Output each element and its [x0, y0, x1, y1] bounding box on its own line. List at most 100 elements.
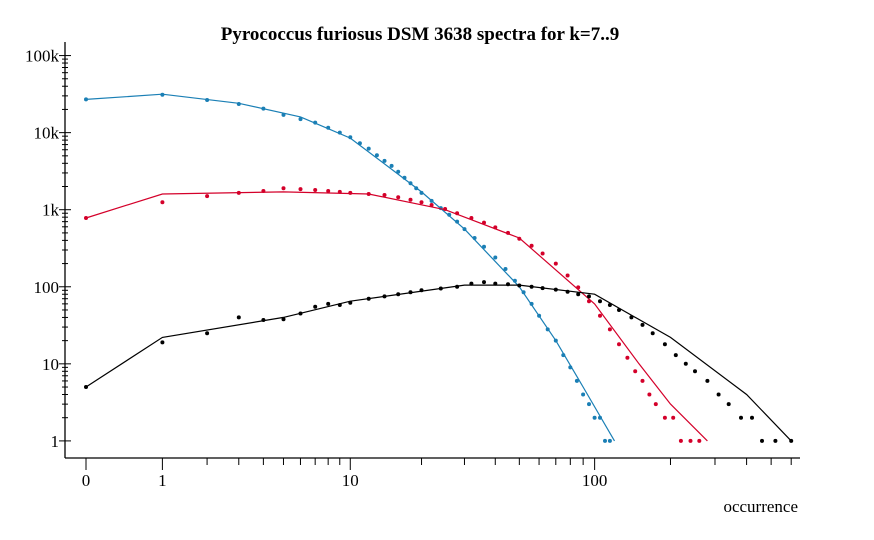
y-tick-label: 1k: [42, 201, 60, 220]
series-layer: [84, 92, 794, 443]
data-point: [313, 188, 318, 192]
y-tick-label: 10: [42, 355, 59, 374]
data-point: [493, 255, 498, 260]
data-point: [739, 415, 743, 420]
data-point: [366, 146, 371, 151]
data-point: [261, 106, 266, 111]
data-point: [662, 342, 667, 347]
data-point: [160, 200, 165, 205]
data-point: [726, 402, 731, 407]
data-point: [512, 278, 517, 283]
series-2: [84, 280, 794, 443]
data-point: [716, 392, 721, 397]
series-fit-line: [85, 93, 616, 442]
data-point: [326, 189, 331, 193]
data-point: [640, 378, 645, 383]
data-point: [493, 225, 498, 230]
data-point: [592, 415, 597, 420]
data-point: [683, 361, 688, 366]
data-point: [673, 353, 678, 358]
x-axis-label: occurrence: [723, 497, 798, 516]
data-point: [565, 273, 570, 278]
data-point: [506, 282, 510, 287]
data-point: [650, 331, 655, 336]
data-point: [568, 365, 573, 370]
data-point: [576, 285, 581, 290]
data-point: [281, 186, 286, 191]
data-point: [693, 369, 697, 374]
data-point: [653, 402, 658, 407]
data-point: [236, 190, 241, 195]
data-point: [561, 353, 566, 358]
data-point: [84, 385, 88, 389]
series-fit-line: [85, 284, 792, 442]
data-point: [205, 194, 210, 199]
data-point: [84, 97, 88, 102]
data-point: [647, 392, 652, 397]
data-point: [503, 267, 508, 271]
data-point: [581, 392, 586, 397]
data-point: [625, 355, 630, 360]
data-point: [607, 327, 612, 332]
data-point: [462, 227, 467, 232]
data-point: [447, 212, 452, 217]
data-point: [521, 290, 526, 295]
data-point: [603, 438, 607, 443]
data-point: [402, 175, 407, 180]
data-point: [469, 281, 474, 286]
data-point: [760, 438, 764, 443]
series-fit-line: [85, 191, 708, 442]
data-point: [281, 112, 286, 117]
data-point: [160, 340, 165, 345]
data-point: [540, 286, 545, 291]
data-point: [281, 317, 286, 322]
data-point: [348, 190, 353, 195]
data-point: [160, 92, 165, 97]
data-point: [374, 153, 379, 158]
series-1: [84, 186, 708, 443]
data-point: [529, 243, 534, 248]
data-point: [205, 98, 210, 102]
data-point: [529, 284, 534, 289]
data-point: [396, 195, 401, 200]
data-point: [382, 193, 387, 197]
data-point: [517, 283, 522, 288]
data-point: [574, 378, 579, 383]
data-point: [688, 438, 693, 443]
data-point: [472, 236, 477, 240]
data-point: [298, 117, 303, 122]
data-point: [419, 288, 424, 293]
data-point: [773, 438, 778, 443]
data-point: [348, 135, 353, 140]
data-point: [598, 313, 602, 318]
data-point: [408, 290, 413, 295]
data-point: [261, 318, 266, 322]
data-point: [662, 415, 667, 420]
data-point: [389, 163, 394, 168]
data-point: [348, 300, 353, 305]
data-point: [357, 141, 362, 146]
y-tick-label: 100: [34, 278, 60, 297]
data-point: [438, 286, 443, 291]
data-point: [84, 216, 88, 220]
data-point: [419, 200, 424, 205]
chart-title: Pyrococcus furiosus DSM 3638 spectra for…: [221, 24, 620, 45]
data-point: [587, 402, 591, 407]
data-point: [617, 308, 621, 312]
data-point: [493, 281, 498, 286]
data-point: [396, 292, 401, 297]
data-point: [789, 438, 794, 443]
data-point: [366, 192, 371, 196]
data-point: [313, 304, 318, 309]
x-tick-label: 100: [582, 471, 608, 490]
data-point: [705, 378, 710, 383]
y-tick-label: 100k: [25, 47, 60, 66]
data-point: [429, 198, 434, 203]
data-point: [326, 125, 331, 130]
data-point: [298, 311, 303, 316]
data-point: [617, 342, 621, 347]
data-point: [429, 203, 434, 207]
data-point: [419, 190, 424, 195]
series-0: [84, 92, 616, 443]
